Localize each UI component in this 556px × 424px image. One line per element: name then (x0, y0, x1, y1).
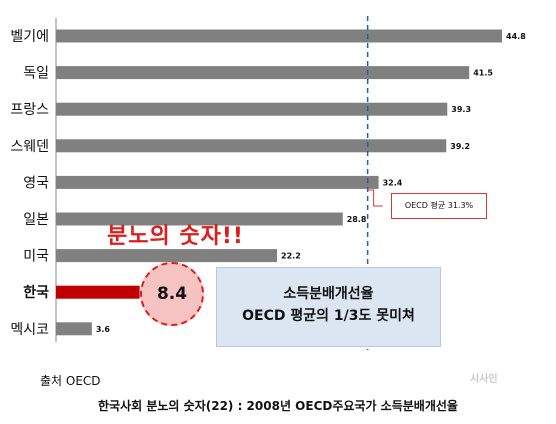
category-label: 독일 (23, 66, 49, 82)
value-label: 39.3 (451, 105, 471, 114)
category-label: 일본 (23, 212, 49, 228)
value-label: 28.8 (347, 215, 367, 224)
bar-3 (56, 102, 448, 116)
value-label: 44.8 (506, 32, 526, 41)
bar-1 (56, 29, 503, 43)
slogan-text: 분노의 숫자!! (107, 224, 244, 249)
korea-value-label: 8.4 (156, 284, 188, 304)
chart-caption: 한국사회 분노의 숫자(22) : 2008년 OECD주요국가 소득분배개선율 (98, 399, 458, 413)
value-label: 22.2 (281, 252, 301, 261)
category-label: 영국 (23, 175, 49, 191)
value-label: 39.2 (450, 142, 470, 151)
bar-6 (56, 212, 343, 226)
source-text: 출처 OECD (40, 374, 101, 388)
bar-5 (56, 175, 379, 189)
note-box: 소득분배개선율 OECD 평균의 1/3도 못미쳐 (216, 267, 441, 347)
oecd-average-leader (367, 189, 383, 207)
watermark: 시사인 (470, 374, 498, 385)
value-label: 41.5 (473, 69, 493, 78)
category-label: 한국 (23, 285, 49, 301)
category-label: 멕시코 (10, 322, 49, 338)
note-line-2: OECD 평균의 1/3도 못미쳐 (242, 308, 415, 324)
category-label: 스웨덴 (10, 139, 49, 155)
note-line-1: 소득분배개선율 (283, 286, 374, 302)
value-label: 32.4 (383, 178, 403, 187)
bar-7 (56, 249, 278, 263)
value-label: 3.6 (96, 325, 111, 334)
bar-4 (56, 139, 447, 153)
bar-8 (56, 285, 140, 299)
oecd-average-callout: OECD 평균 31.3% (391, 193, 487, 219)
bars-group: 벨기에 44.8 독일 41.5 프랑스 39.3 스웨덴 39.2 영국 32.4 일본 28.8 미… (10, 29, 526, 338)
korea-highlight-circle (140, 262, 204, 326)
category-label: 미국 (23, 249, 49, 265)
category-label: 벨기에 (10, 29, 49, 45)
bar-2 (56, 66, 470, 80)
category-label: 프랑스 (10, 102, 49, 118)
bar-9 (56, 322, 92, 336)
